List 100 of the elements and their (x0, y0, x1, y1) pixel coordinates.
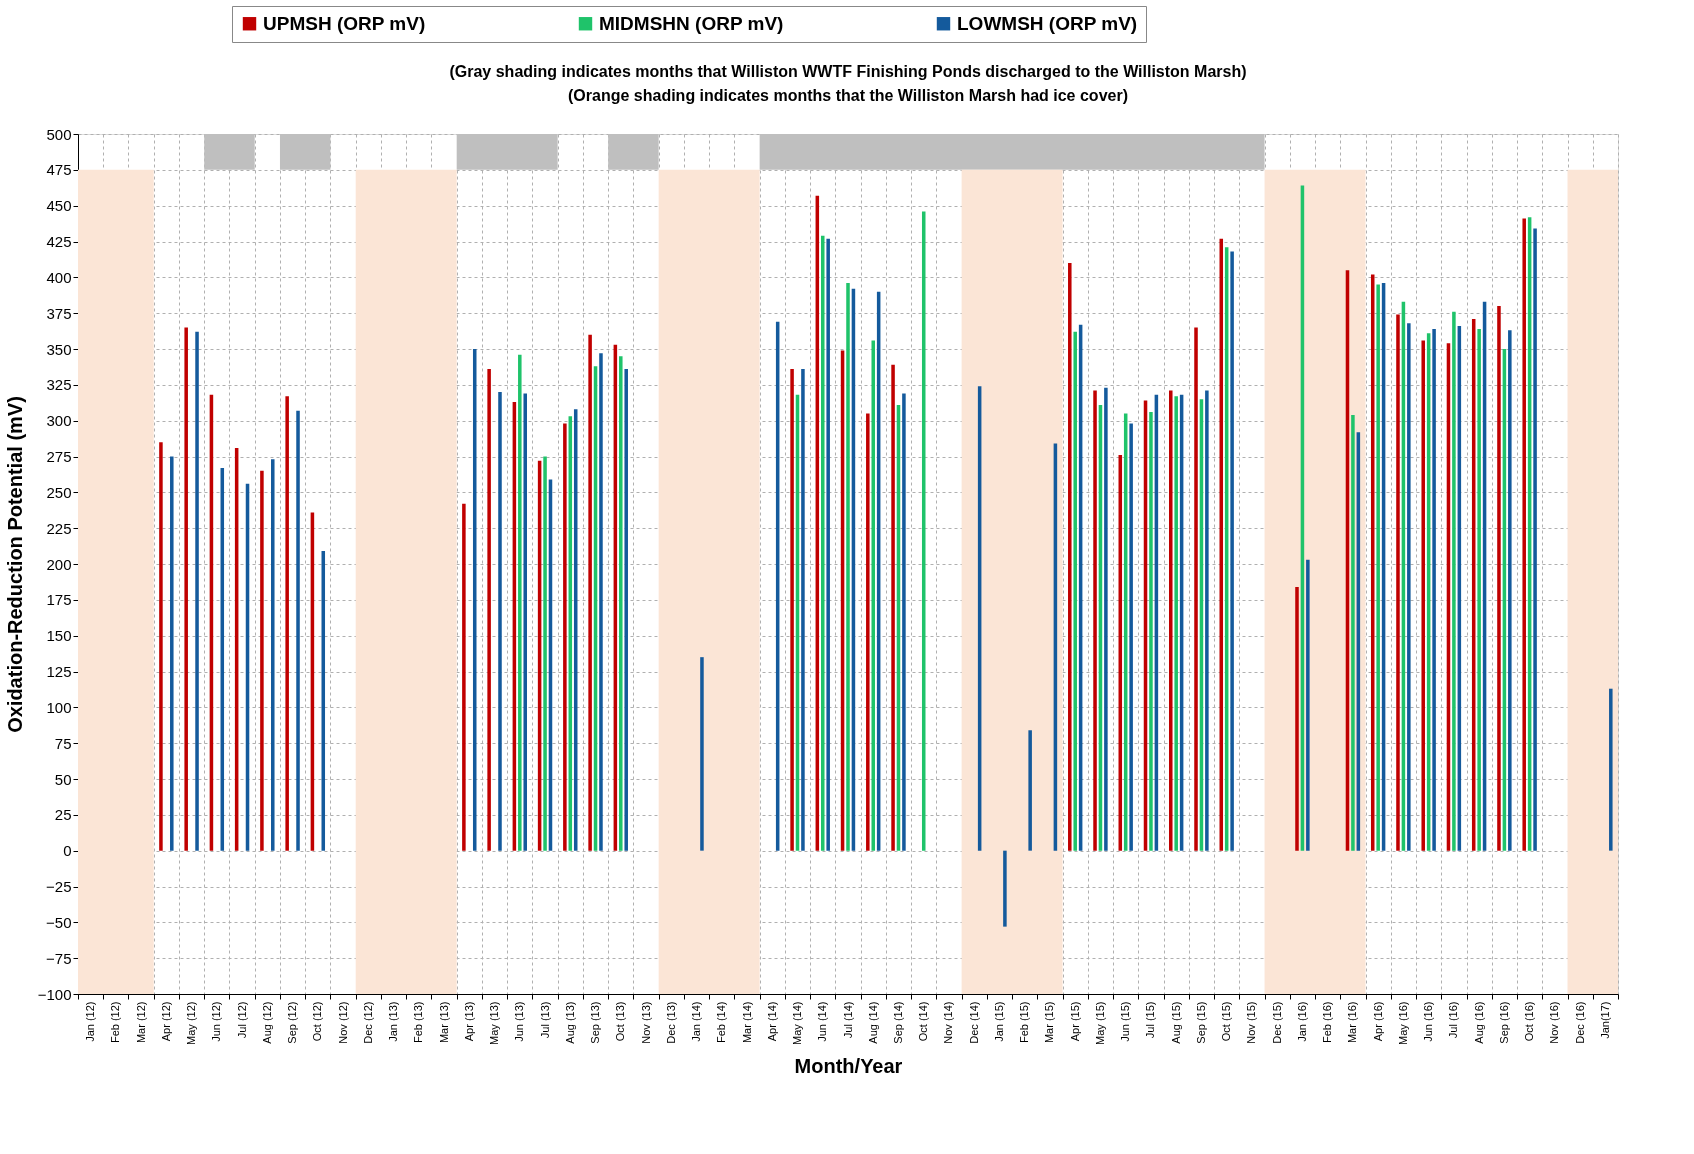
bar (801, 369, 805, 851)
bar (1073, 331, 1077, 851)
x-tick-label: Sep (14) (891, 1001, 904, 1044)
y-tick-label: 125 (46, 663, 72, 680)
bar (184, 327, 188, 851)
x-tick-label: Oct (13) (614, 1001, 627, 1042)
x-tick-label: Jan(17) (1598, 1001, 1611, 1039)
x-tick-label: Feb (12) (109, 1001, 122, 1044)
bar (498, 392, 502, 851)
x-tick-label: May (13) (488, 1001, 501, 1045)
bar (1169, 390, 1173, 851)
bar (1028, 730, 1032, 851)
bar (1351, 414, 1355, 851)
bar (518, 354, 522, 851)
bar (1396, 314, 1400, 851)
x-tick-label: Apr (16) (1371, 1001, 1384, 1042)
x-tick-label: Nov (14) (942, 1001, 955, 1044)
bar (921, 211, 926, 851)
bar (1093, 390, 1097, 851)
y-tick-label: −50 (46, 913, 72, 931)
bar (619, 356, 623, 851)
bar (1376, 284, 1380, 851)
bar (271, 459, 275, 851)
x-tick-label: Apr (15) (1068, 1001, 1081, 1042)
x-tick-label: Dec (16) (1573, 1001, 1586, 1044)
bar (1432, 328, 1436, 851)
bar (1068, 263, 1072, 851)
x-tick-label: Oct (12) (311, 1001, 324, 1042)
bar (1452, 311, 1456, 851)
x-tick-label: Nov (13) (639, 1001, 652, 1044)
x-tick-label: Dec (15) (1270, 1001, 1283, 1044)
x-tick-label: Apr (14) (765, 1001, 778, 1042)
bar (826, 238, 830, 851)
y-tick-label: 75 (54, 734, 72, 752)
y-tick-label: 350 (46, 340, 72, 358)
x-tick-label: Aug (15) (1169, 1001, 1182, 1044)
x-tick-label: Jul (16) (1447, 1001, 1460, 1039)
x-tick-label: Feb (14) (715, 1001, 728, 1044)
legend-label: UPMSH (ORP mV) (263, 12, 426, 34)
bar (1003, 850, 1007, 927)
x-tick-label: May (16) (1396, 1001, 1409, 1045)
bar (599, 353, 603, 851)
y-tick-label: 250 (46, 483, 72, 501)
x-tick-label: Oct (14) (917, 1001, 930, 1042)
bar (1194, 327, 1198, 851)
bar (563, 423, 567, 851)
x-tick-label: Mar (16) (1346, 1001, 1359, 1044)
x-tick-label: Jun (12) (210, 1001, 223, 1042)
bar (1306, 559, 1310, 851)
y-tick-label: 100 (46, 698, 72, 716)
y-tick-label: 50 (54, 770, 72, 788)
x-tick-label: Jun (13) (513, 1001, 526, 1042)
x-tick-label: Sep (13) (589, 1001, 602, 1044)
bar (285, 396, 289, 851)
x-tick-label: Aug (12) (260, 1001, 273, 1044)
x-tick-label: Jul (12) (235, 1001, 248, 1039)
y-tick-label: 400 (46, 268, 72, 286)
x-tick-label: Sep (16) (1497, 1001, 1510, 1044)
y-tick-label: 150 (46, 627, 72, 645)
bar (700, 657, 704, 851)
bar (1219, 238, 1224, 851)
bar (1533, 228, 1537, 851)
y-tick-label: 500 (46, 125, 72, 143)
bar (195, 331, 199, 851)
bar (170, 456, 174, 851)
text: (Gray shading indicates months that Williston WWTF Finishing Ponds discharged to the Williston Marsh) (449, 63, 1247, 80)
bar (1477, 328, 1481, 851)
x-tick-label: Dec (14) (967, 1001, 980, 1044)
bar (1421, 340, 1425, 851)
x-tick-label: Jan (13) (387, 1001, 400, 1042)
x-axis-title: Month/Year (794, 1054, 903, 1077)
bar (1497, 306, 1501, 851)
x-tick-label: Nov (15) (1245, 1001, 1258, 1044)
bar (820, 235, 825, 851)
bar (866, 413, 870, 851)
x-tick-label: Jun (16) (1422, 1001, 1435, 1042)
x-tick-label: Mar (14) (740, 1001, 753, 1044)
y-tick-label: 275 (46, 448, 72, 465)
x-tick-label: Apr (13) (462, 1001, 475, 1042)
y-tick-label: 175 (46, 591, 72, 609)
x-tick-label: Nov (16) (1548, 1001, 1561, 1044)
x-tick-label: Feb (15) (1018, 1001, 1031, 1044)
bar (472, 349, 477, 851)
y-tick-label: 300 (46, 412, 72, 430)
x-tick-label: Jan (16) (1295, 1001, 1308, 1042)
x-tick-label: Aug (14) (866, 1001, 879, 1044)
x-tick-label: Oct (16) (1523, 1001, 1536, 1042)
bar (1295, 586, 1299, 851)
x-tick-label: Sep (15) (1194, 1001, 1207, 1044)
y-tick-label: 200 (46, 555, 72, 573)
x-tick-label: Oct (15) (1220, 1001, 1233, 1042)
x-tick-label: Jan (14) (690, 1001, 703, 1042)
y-tick-label: 225 (46, 519, 72, 537)
y-axis-title: Oxidation-Reduction Potential (mV) (3, 396, 26, 733)
bar (1407, 323, 1411, 851)
x-tick-label: Aug (16) (1472, 1001, 1485, 1044)
x-tick-label: May (12) (185, 1001, 198, 1045)
x-tick-label: Jan (15) (992, 1001, 1005, 1042)
x-tick-label: Feb (16) (1321, 1001, 1334, 1044)
x-tick-label: Sep (12) (286, 1001, 299, 1044)
